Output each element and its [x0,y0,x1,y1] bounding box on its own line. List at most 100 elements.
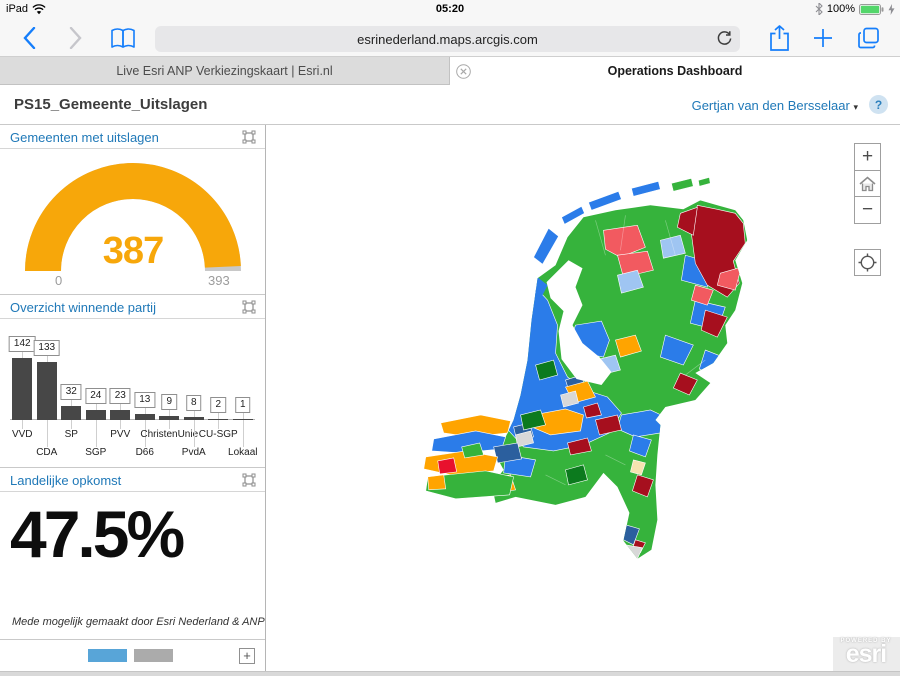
page-title: PS15_Gemeente_Uitslagen [14,96,208,113]
bar-value-label: 9 [161,394,178,410]
forward-button[interactable] [60,24,90,52]
gauge-max-label: 393 [208,273,230,288]
share-icon[interactable] [764,24,794,52]
charging-bolt-icon [888,3,895,15]
turnout-widget-header: Landelijke opkomst [0,468,265,492]
user-name: Gertjan van den Bersselaar [691,98,850,113]
tab-title: Live Esri ANP Verkiezingskaart | Esri.nl [116,63,333,78]
map-canvas[interactable]: + − POWERED BY esri [266,125,900,676]
bar-category-label: PvdA [181,447,206,458]
bar-widget-title: Overzicht winnende partij [10,300,156,315]
tab-operations-dashboard[interactable]: Operations Dashboard [450,57,900,85]
new-tab-icon[interactable] [808,24,838,52]
bar-value-label: 142 [8,336,36,352]
device-label: iPad [6,3,29,15]
bar-category-label: SP [64,429,78,440]
bar[interactable] [61,406,82,420]
zoom-in-button[interactable]: + [854,143,881,170]
powered-by-label: POWERED BY [840,638,892,644]
bar-category-label: SGP [85,447,107,458]
locate-button[interactable] [854,249,881,276]
basemap-tile-edge [833,637,900,672]
bar-slot: 9 ChristenUnie [140,325,198,460]
tabs-overview-icon[interactable] [854,24,884,52]
tab-title: Operations Dashboard [607,64,743,78]
panel-pager: + [0,640,265,671]
attribution-caption: Mede mogelijk gemaakt door Esri Nederlan… [12,616,265,628]
bar-chart-body: 142 VVD 133 CDA 32 SP 24 SGP 23 PVV 13 D66 9 Christen… [8,325,258,460]
minus-icon: − [861,199,874,220]
dashboard-header: PS15_Gemeente_Uitslagen Gertjan van den … [0,85,900,125]
expand-icon[interactable] [242,300,256,314]
bar-chart-axis [10,419,255,420]
bar-slot: 1 Lokaal [228,325,258,460]
battery-percent-label: 100% [826,3,855,15]
gauge-widget-title: Gemeenten met uitslagen [10,130,159,145]
expand-icon[interactable] [242,473,256,487]
bar-value-label: 1 [234,397,251,413]
bar-value-label: 133 [33,340,61,356]
netherlands-choropleth [423,176,748,559]
pager-page-1[interactable] [88,649,127,662]
bar-widget-header: Overzicht winnende partij [0,295,265,319]
bar[interactable] [232,419,253,420]
bar[interactable] [12,358,33,420]
bar[interactable] [85,410,106,420]
bar-value-label: 23 [109,388,131,404]
address-text: esrinederland.maps.arcgis.com [357,31,538,47]
bar-category-label: VVD [11,429,33,440]
gauge-value: 387 [102,230,164,272]
user-menu[interactable]: Gertjan van den Bersselaar ▾ [692,98,858,113]
help-button[interactable]: ? [869,95,888,114]
bar-slot: 142 VVD [8,325,36,460]
bar[interactable] [159,416,180,420]
safari-tab-bar: Live Esri ANP Verkiezingskaart | Esri.nl… [0,57,900,85]
bar-value-label: 2 [210,397,227,413]
bar-value-label: 32 [60,384,82,400]
plus-icon: + [861,146,874,167]
gauge-chart [25,163,241,272]
bar[interactable] [183,417,204,420]
battery-icon [859,3,884,15]
bar-slot: 2 CU-SGP [199,325,238,460]
bar-category-label: Lokaal [228,447,258,458]
pager-page-2[interactable] [134,649,173,662]
wifi-icon [32,3,46,15]
turnout-widget-title: Landelijke opkomst [10,473,122,488]
turnout-value: 47.5% [10,497,185,571]
status-time: 05:20 [435,3,465,15]
viewport-bottom-edge [0,671,900,676]
bar-slot: 32 SP [59,325,84,460]
home-icon [859,175,876,192]
bar[interactable] [134,414,155,420]
bar-category-label: CDA [36,447,58,458]
gauge-widget: Gemeenten met uitslagen 387 0 393 [0,125,265,295]
address-bar[interactable]: esrinederland.maps.arcgis.com [155,26,740,52]
bar-slot: 23 PVV [108,325,133,460]
bar[interactable] [208,419,229,420]
zoom-out-button[interactable]: − [854,197,881,224]
bar[interactable] [36,362,57,420]
bar-slot: 8 PvdA [182,325,207,460]
tab-verkiezingskaart[interactable]: Live Esri ANP Verkiezingskaart | Esri.nl [0,57,450,85]
turnout-widget: Landelijke opkomst 47.5% Mede mogelijk g… [0,468,265,640]
bookmarks-icon[interactable] [108,24,138,52]
bar-value-label: 24 [85,388,107,404]
gauge-value-arc [25,163,241,272]
close-tab-icon[interactable] [456,64,471,79]
home-extent-button[interactable] [854,170,881,197]
help-label: ? [874,97,883,112]
bar-value-label: 13 [134,392,156,408]
expand-icon[interactable] [242,130,256,144]
bar-slot: 133 CDA [33,325,61,460]
back-button[interactable] [14,24,44,52]
safari-toolbar: esrinederland.maps.arcgis.com [0,20,900,57]
widget-panel: Gemeenten met uitslagen 387 0 393 Overzi… [0,125,266,676]
reload-icon[interactable] [716,30,733,47]
bar[interactable] [110,410,131,420]
ios-status-bar: iPad 05:20 100% [0,0,900,20]
bar-value-label: 8 [185,395,202,411]
chevron-down-icon: ▾ [853,102,858,112]
add-panel-button[interactable]: + [239,648,255,664]
gauge-min-label: 0 [55,273,63,288]
